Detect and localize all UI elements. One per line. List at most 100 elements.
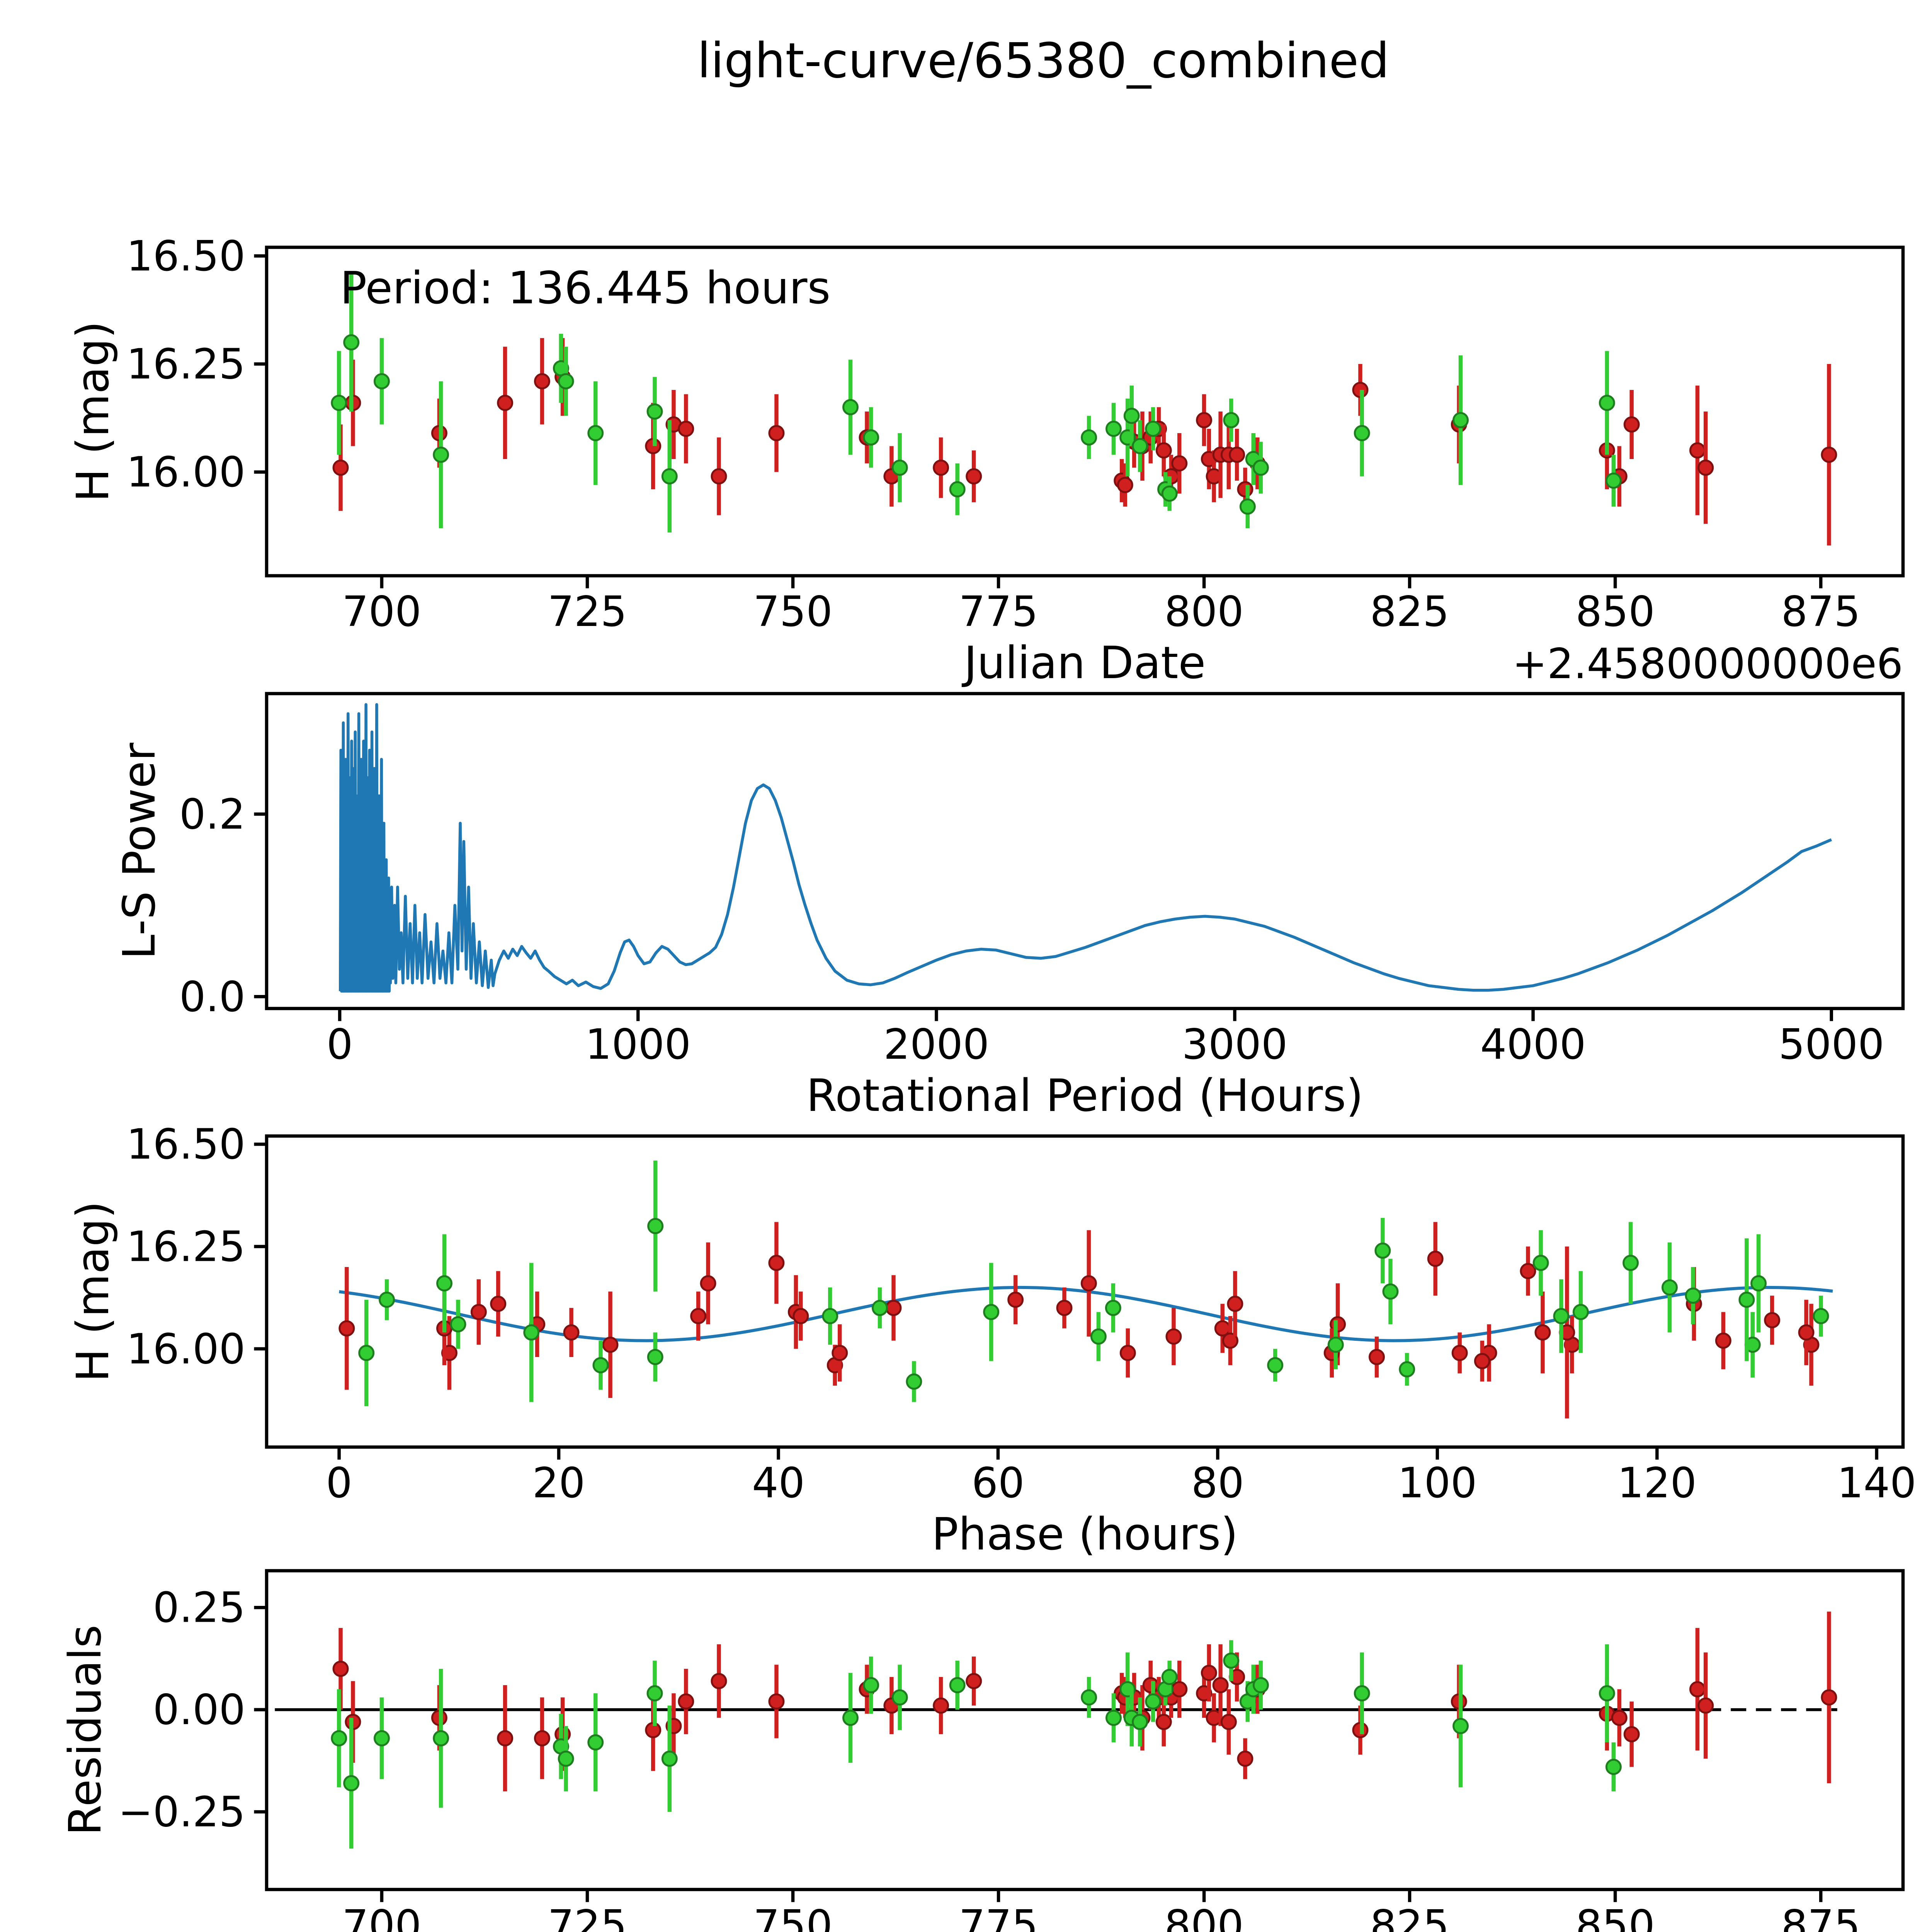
data-point (933, 459, 949, 476)
axes-spine (265, 1569, 1905, 1891)
data-point (1382, 1283, 1399, 1300)
data-point (1223, 412, 1240, 429)
y-tick-label: 16.00 (126, 448, 245, 497)
data-point (1520, 1263, 1536, 1279)
data-point (1354, 425, 1370, 441)
data-point (379, 1291, 395, 1308)
x-tick-label: 1000 (585, 1020, 691, 1069)
y-tick-label: 0.00 (153, 1686, 245, 1734)
data-point (1798, 1324, 1815, 1341)
x-tick-label: 800 (1165, 1901, 1244, 1932)
x-tick-label: 2000 (884, 1020, 990, 1069)
data-point (1155, 1714, 1172, 1730)
x-tick-label: 725 (548, 1901, 627, 1932)
data-point (711, 1673, 727, 1689)
data-point (1599, 1685, 1615, 1702)
data-point (587, 425, 604, 441)
data-point (690, 1308, 707, 1325)
x-tick-label: 140 (1837, 1459, 1916, 1507)
data-point (373, 1730, 390, 1747)
data-point (332, 459, 349, 476)
x-tick-label: 850 (1576, 588, 1655, 636)
phase-red-series (338, 1222, 1820, 1418)
x-tick-label: 825 (1370, 588, 1449, 636)
axes-spine (265, 692, 1905, 1010)
data-point (1081, 1689, 1097, 1706)
data-point (966, 468, 982, 485)
x-tick-label: 120 (1617, 1459, 1697, 1507)
data-point (1715, 1332, 1731, 1349)
data-point (1622, 1255, 1639, 1271)
panel-lightcurve: 700 725 750 775 800 825 850 875 16.00 16.25 16.50 (126, 232, 1905, 636)
data-point (1105, 1299, 1121, 1316)
data-point (661, 1750, 678, 1767)
axes-spine (265, 245, 1905, 578)
x-tick-label: 80 (1191, 1459, 1244, 1507)
data-point (646, 403, 663, 420)
data-point (1080, 1275, 1097, 1292)
data-point (1212, 1677, 1229, 1694)
data-point (563, 1324, 580, 1341)
data-point (558, 373, 574, 389)
data-point (497, 395, 514, 411)
data-point (768, 425, 785, 441)
ylabel-ls-power: L-S Power (114, 742, 165, 959)
data-point (1553, 1308, 1570, 1325)
y-tick-label: 16.50 (126, 232, 245, 281)
x-tick-label: 0 (326, 1459, 352, 1507)
data-point (832, 1345, 848, 1361)
y-tick-label: 0.25 (153, 1584, 245, 1632)
data-point (871, 1299, 888, 1316)
data-point (768, 1693, 785, 1710)
data-point (534, 373, 550, 389)
data-point (700, 1275, 716, 1292)
x-tick-label: 800 (1165, 588, 1244, 636)
data-point (966, 1673, 982, 1689)
data-point (1374, 1242, 1391, 1259)
data-point (678, 1693, 694, 1710)
ylabel-residuals: Residuals (60, 1625, 111, 1836)
data-point (433, 1730, 449, 1747)
x-tick-label: 20 (532, 1459, 585, 1507)
x-tick-label: 3000 (1182, 1020, 1288, 1069)
xlabel-julian-date-top: Julian Date (962, 637, 1206, 689)
phase-green-series (358, 1160, 1829, 1406)
data-point (1252, 459, 1269, 476)
data-point (343, 334, 360, 351)
data-point (1451, 1345, 1468, 1361)
data-point (949, 1677, 966, 1694)
data-point (793, 1308, 809, 1325)
data-point (1354, 1685, 1370, 1702)
data-point (1105, 420, 1122, 437)
data-point (450, 1316, 466, 1333)
data-point (647, 1349, 663, 1365)
data-point (1532, 1255, 1549, 1271)
x-tick-label: 875 (1781, 1901, 1861, 1932)
data-point (1119, 1345, 1136, 1361)
x-tick-label: 775 (959, 588, 1038, 636)
data-point (1145, 420, 1162, 437)
y-tick-label: 0.0 (179, 973, 245, 1021)
data-point (1697, 1697, 1714, 1714)
xlabel-rotational-period: Rotational Period (Hours) (806, 1070, 1364, 1122)
data-point (1452, 1718, 1469, 1734)
data-point (842, 399, 859, 415)
x-tick-label: 100 (1398, 1459, 1477, 1507)
data-point (1145, 1693, 1162, 1710)
y-tick-label: 16.25 (126, 1223, 245, 1271)
xlabel-phase-hours: Phase (hours) (932, 1509, 1238, 1560)
data-point (1427, 1250, 1444, 1267)
data-point (497, 1730, 514, 1747)
data-point (1201, 1665, 1217, 1681)
residuals-green-series (331, 1640, 1622, 1849)
data-point (1611, 1709, 1628, 1726)
data-point (1081, 429, 1097, 446)
x-tick-label: 4000 (1480, 1020, 1586, 1069)
data-point (1132, 1714, 1148, 1730)
data-point (1399, 1361, 1415, 1378)
panel-periodogram: 0 1000 2000 3000 4000 5000 0.0 0.2 (179, 692, 1905, 1069)
data-point (1813, 1308, 1829, 1325)
data-point (1738, 1291, 1755, 1308)
